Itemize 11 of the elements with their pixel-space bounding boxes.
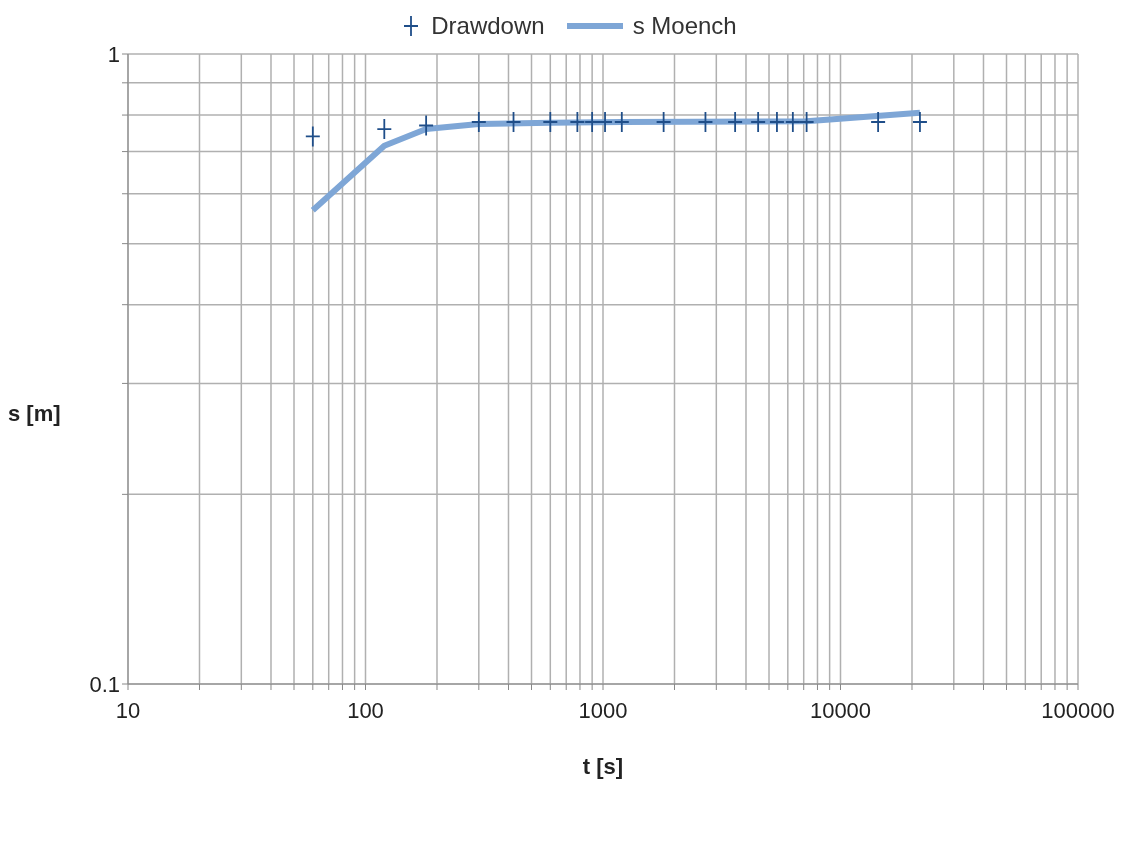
y-tick-label: 1 <box>107 41 120 67</box>
x-tick-label: 100000 <box>1041 697 1115 723</box>
x-axis-title: t [s] <box>582 754 624 779</box>
x-tick-label: 10000 <box>809 697 872 723</box>
x-tick-label: 100 <box>347 697 384 723</box>
x-tick-label: 10 <box>115 697 141 723</box>
legend-label: s Moench <box>632 12 737 40</box>
x-tick-label: 1000 <box>578 697 628 723</box>
y-axis-title: s [m] <box>8 401 62 427</box>
legend-label: Drawdown <box>431 12 545 40</box>
y-tick-label: 0.1 <box>89 671 120 697</box>
